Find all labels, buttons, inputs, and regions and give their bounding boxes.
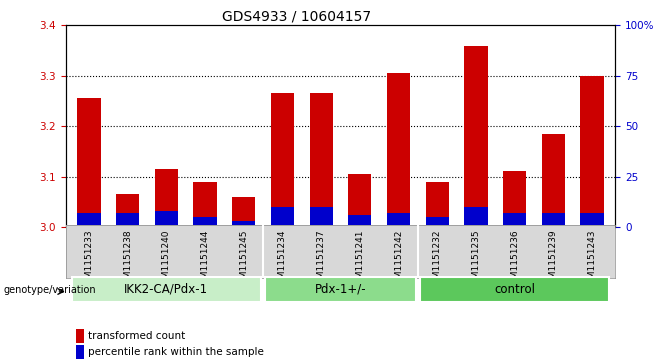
FancyBboxPatch shape [265,277,416,302]
Text: transformed count: transformed count [88,331,185,341]
Bar [387,213,410,227]
Bar [193,182,216,227]
FancyBboxPatch shape [420,277,609,302]
Text: IKK2-CA/Pdx-1: IKK2-CA/Pdx-1 [124,283,209,296]
Text: GSM1151243: GSM1151243 [588,229,597,290]
Bar [271,207,294,227]
Bar [155,211,178,227]
Text: GSM1151236: GSM1151236 [510,229,519,290]
Bar [426,217,449,227]
Bar [193,217,216,227]
Bar [465,207,488,227]
Text: GSM1151240: GSM1151240 [162,229,171,290]
Bar [232,197,255,227]
Text: GSM1151237: GSM1151237 [316,229,326,290]
Text: GSM1151239: GSM1151239 [549,229,558,290]
Bar [580,76,603,227]
Bar [465,46,488,227]
Bar [503,213,526,227]
Text: GSM1151232: GSM1151232 [433,229,442,290]
Text: GSM1151245: GSM1151245 [240,229,248,290]
Text: genotype/variation: genotype/variation [3,285,96,295]
Bar [542,134,565,227]
Bar [155,169,178,227]
Bar [426,182,449,227]
Text: GSM1151241: GSM1151241 [355,229,365,290]
Text: Pdx-1+/-: Pdx-1+/- [315,283,367,296]
Text: GSM1151233: GSM1151233 [84,229,93,290]
Bar [348,174,372,227]
Bar [309,93,333,227]
FancyBboxPatch shape [72,277,261,302]
Text: GSM1151235: GSM1151235 [471,229,480,290]
Text: GDS4933 / 10604157: GDS4933 / 10604157 [222,9,370,23]
Text: GSM1151242: GSM1151242 [394,229,403,290]
Bar [271,93,294,227]
Bar [232,221,255,227]
Bar [309,207,333,227]
Bar [116,194,139,227]
Text: GSM1151234: GSM1151234 [278,229,287,290]
Text: GSM1151244: GSM1151244 [201,229,210,290]
Bar [116,213,139,227]
Bar [348,215,372,227]
Bar [542,213,565,227]
Bar [78,213,101,227]
Text: percentile rank within the sample: percentile rank within the sample [88,347,263,357]
Bar [503,171,526,227]
Text: GSM1151238: GSM1151238 [123,229,132,290]
Text: control: control [494,283,535,296]
Bar [580,213,603,227]
Bar [387,73,410,227]
Bar [78,98,101,227]
